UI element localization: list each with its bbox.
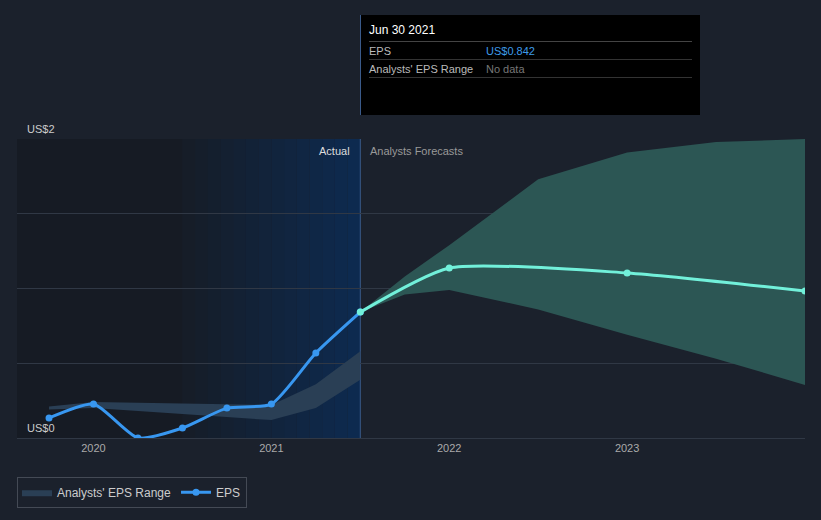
svg-text:Analysts Forecasts: Analysts Forecasts xyxy=(370,145,463,157)
svg-text:2020: 2020 xyxy=(81,442,105,454)
svg-text:Actual: Actual xyxy=(319,145,350,157)
svg-text:US$0: US$0 xyxy=(27,422,55,434)
svg-text:US$2: US$2 xyxy=(27,123,55,135)
html-text:Analysts' EPS Range: Analysts' EPS Range xyxy=(369,63,474,75)
html-text:US$0.842: US$0.842 xyxy=(486,45,535,57)
svg-text:2023: 2023 xyxy=(615,442,639,454)
svg-text:2021: 2021 xyxy=(259,442,283,454)
svg-text:2022: 2022 xyxy=(437,442,461,454)
html-text:EPS: EPS xyxy=(369,45,391,57)
html-text:No data: No data xyxy=(486,63,525,75)
svg-text:EPS: EPS xyxy=(216,486,240,500)
svg-text:Analysts' EPS Range: Analysts' EPS Range xyxy=(57,486,171,500)
html-text:Jun 30 2021: Jun 30 2021 xyxy=(369,23,436,37)
